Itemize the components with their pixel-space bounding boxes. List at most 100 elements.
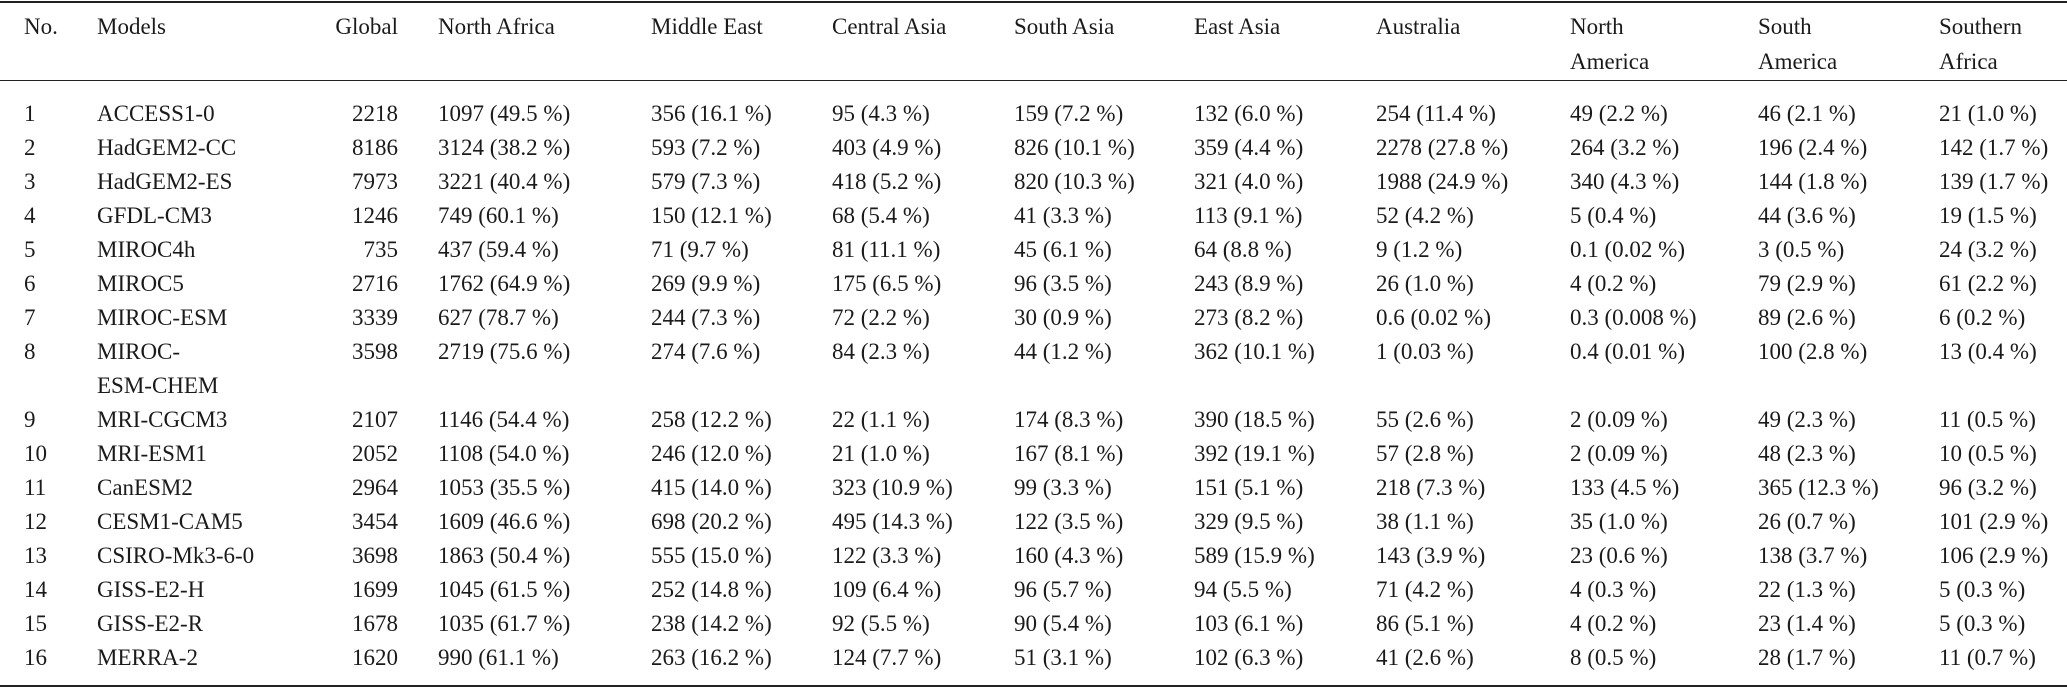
- table-cell: 71 (9.7 %): [651, 237, 749, 262]
- table-cell: 1146 (54.4 %): [438, 407, 570, 432]
- header-cell: South Asia: [994, 2, 1174, 81]
- table-cell: 15: [24, 611, 47, 636]
- table-cell: 139 (1.7 %): [1939, 169, 2049, 194]
- table-cell: 2 (0.09 %): [1570, 441, 1668, 466]
- table-cell: 2964: [352, 475, 398, 500]
- table-row: 11 CanESM2 2964 1053 (35.5 %) 415 (14.0 %) 32…: [0, 471, 2067, 505]
- table-cell: 41 (3.3 %): [1014, 203, 1112, 228]
- table-cell: 321 (4.0 %): [1194, 169, 1304, 194]
- table-cell: ACCESS1-0: [97, 101, 215, 126]
- table-cell: 92 (5.5 %): [832, 611, 930, 636]
- table-cell: 323 (10.9 %): [832, 475, 953, 500]
- table-cell: 22 (1.3 %): [1758, 577, 1856, 602]
- table-cell: 13 (0.4 %): [1939, 339, 2037, 364]
- table-cell: 24 (3.2 %): [1939, 237, 2037, 262]
- table-cell: 100 (2.8 %): [1758, 339, 1868, 364]
- table-cell: 72 (2.2 %): [832, 305, 930, 330]
- table-row: 9 MRI-CGCM3 2107 1146 (54.4 %) 258 (12.2 %) 2…: [0, 403, 2067, 437]
- table-cell: 4: [24, 203, 36, 228]
- table-cell: 990 (61.1 %): [438, 645, 559, 670]
- table-cell: MERRA-2: [97, 645, 198, 670]
- header-label: Southern Africa: [1939, 14, 2023, 74]
- table-cell: 1097 (49.5 %): [438, 101, 571, 126]
- table-cell: 269 (9.9 %): [651, 271, 761, 296]
- table-cell: 356 (16.1 %): [651, 101, 772, 126]
- table-cell: 749 (60.1 %): [438, 203, 559, 228]
- table-cell: 627 (78.7 %): [438, 305, 559, 330]
- table-cell: 96 (3.2 %): [1939, 475, 2037, 500]
- table-cell: CSIRO-Mk3-6-0: [97, 543, 255, 568]
- table-cell: 0.1 (0.02 %): [1570, 237, 1685, 262]
- table-cell: 3339: [352, 305, 398, 330]
- table-cell: 57 (2.8 %): [1376, 441, 1474, 466]
- table-cell: 218 (7.3 %): [1376, 475, 1486, 500]
- table-cell: 1620: [352, 645, 398, 670]
- table-cell: 698 (20.2 %): [651, 509, 772, 534]
- table-cell: 48 (2.3 %): [1758, 441, 1856, 466]
- table-cell: 362 (10.1 %): [1194, 339, 1315, 364]
- header-cell: Southern Africa: [1919, 2, 2067, 81]
- table-cell: 238 (14.2 %): [651, 611, 772, 636]
- table-cell: 38 (1.1 %): [1376, 509, 1474, 534]
- table-cell: 6 (0.2 %): [1939, 305, 2026, 330]
- table-cell: 68 (5.4 %): [832, 203, 930, 228]
- header-cell: Australia: [1356, 2, 1550, 81]
- table-cell: 55 (2.6 %): [1376, 407, 1474, 432]
- header-cell: Central Asia: [812, 2, 994, 81]
- table-cell: 142 (1.7 %): [1939, 135, 2049, 160]
- table-cell: 109 (6.4 %): [832, 577, 942, 602]
- header-cell: Models: [97, 2, 307, 81]
- table-cell: 274 (7.6 %): [651, 339, 761, 364]
- table-cell: 102 (6.3 %): [1194, 645, 1304, 670]
- table-cell: 1: [24, 101, 36, 126]
- table-row: 14 GISS-E2-H 1699 1045 (61.5 %) 252 (14.8 %)…: [0, 573, 2067, 607]
- table-cell: 2052: [352, 441, 398, 466]
- table-cell: 2 (0.09 %): [1570, 407, 1668, 432]
- table-cell: 19 (1.5 %): [1939, 203, 2037, 228]
- table-cell: MRI-ESM1: [97, 441, 207, 466]
- table-row: 13 CSIRO-Mk3-6-0 3698 1863 (50.4 %) 555 (15.…: [0, 539, 2067, 573]
- table-cell: 106 (2.9 %): [1939, 543, 2049, 568]
- table-cell: 84 (2.3 %): [832, 339, 930, 364]
- table-row: 15 GISS-E2-R 1678 1035 (61.7 %) 238 (14.2 %)…: [0, 607, 2067, 641]
- table-cell: 3454: [352, 509, 398, 534]
- table-cell: 3124 (38.2 %): [438, 135, 571, 160]
- table-cell: 246 (12.0 %): [651, 441, 772, 466]
- header-cell: North America: [1550, 2, 1738, 81]
- table-cell: 3: [24, 169, 36, 194]
- table-cell: 7973: [352, 169, 398, 194]
- table-cell: 46 (2.1 %): [1758, 101, 1856, 126]
- table-cell: 403 (4.9 %): [832, 135, 942, 160]
- header-label: South America: [1758, 14, 1838, 74]
- table-cell: 81 (11.1 %): [832, 237, 941, 262]
- table-cell: 2278 (27.8 %): [1376, 135, 1509, 160]
- table-cell: 9: [24, 407, 36, 432]
- table-cell: 10 (0.5 %): [1939, 441, 2037, 466]
- table-row: 16 MERRA-2 1620 990 (61.1 %) 263 (16.2 %) 124…: [0, 641, 2067, 686]
- header-label: East Asia: [1194, 14, 1281, 39]
- table-row: 10 MRI-ESM1 2052 1108 (54.0 %) 246 (12.0 %) 2…: [0, 437, 2067, 471]
- header-cell: North Africa: [418, 2, 631, 81]
- table-cell: 196 (2.4 %): [1758, 135, 1868, 160]
- table-cell: 5 (0.4 %): [1570, 203, 1657, 228]
- table-cell: 41 (2.6 %): [1376, 645, 1474, 670]
- table-cell: 44 (1.2 %): [1014, 339, 1112, 364]
- table-cell: 21 (1.0 %): [1939, 101, 2037, 126]
- table-cell: 79 (2.9 %): [1758, 271, 1856, 296]
- table-row: 5 MIROC4h 735 437 (59.4 %) 71 (9.7 %) 81 (11.…: [0, 233, 2067, 267]
- table-cell: 1108 (54.0 %): [438, 441, 570, 466]
- table-cell: MIROC4h: [97, 237, 196, 262]
- table-cell: 49 (2.2 %): [1570, 101, 1668, 126]
- table-cell: 365 (12.3 %): [1758, 475, 1879, 500]
- table-row: 8 MIROC- ESM-CHEM 3598 2719 (75.6 %) 274 (7.…: [0, 335, 2067, 403]
- table-cell: 94 (5.5 %): [1194, 577, 1292, 602]
- table-row: 3 HadGEM2-ES 7973 3221 (40.4 %) 579 (7.3 %) 4…: [0, 165, 2067, 199]
- table-cell: 144 (1.8 %): [1758, 169, 1868, 194]
- table-cell: 1678: [352, 611, 398, 636]
- table-cell: 264 (3.2 %): [1570, 135, 1680, 160]
- table-cell: GFDL-CM3: [97, 203, 213, 228]
- table-cell: MIROC-ESM: [97, 305, 228, 330]
- table-cell: 1053 (35.5 %): [438, 475, 571, 500]
- header-label: Central Asia: [832, 14, 947, 39]
